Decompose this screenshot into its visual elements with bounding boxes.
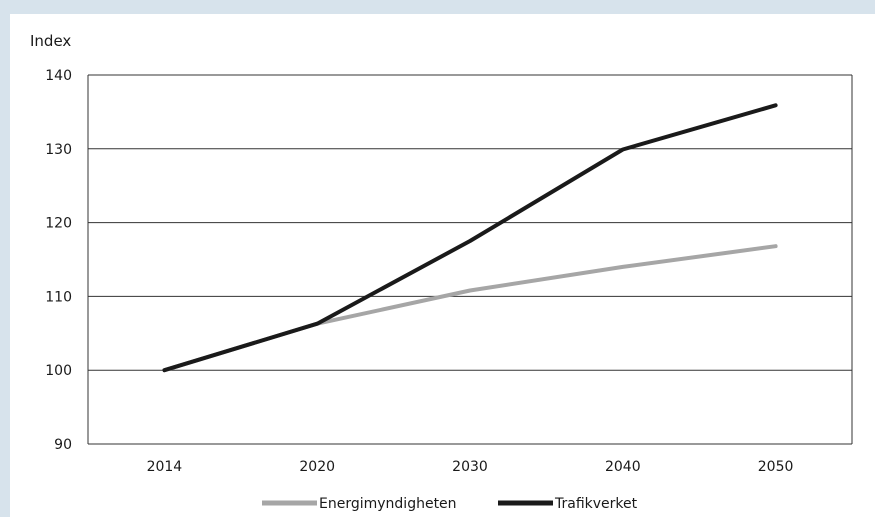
x-tick-label: 2050 — [758, 459, 794, 475]
legend-label: Energimyndigheten — [319, 496, 457, 512]
axes: 90 100 110 120 130 140 2014 2020 2030 2040 2050 — [45, 68, 853, 475]
x-tick-label: 2014 — [147, 459, 183, 475]
legend: Energimyndigheten Trafikverket — [262, 496, 638, 512]
y-tick-label: 110 — [45, 289, 72, 305]
legend-label: Trafikverket — [554, 496, 638, 512]
series-lines — [162, 103, 778, 373]
y-axis-label: Index — [30, 32, 71, 50]
x-tick-label: 2040 — [605, 459, 641, 475]
y-tick-label: 100 — [45, 363, 72, 379]
y-tick-label: 90 — [54, 437, 72, 453]
x-tick-label: 2030 — [452, 459, 488, 475]
chart-panel — [10, 14, 875, 517]
series-line-trafikverket — [162, 103, 778, 373]
series-line-energimyndigheten — [162, 244, 778, 373]
x-tick-label: 2020 — [299, 459, 335, 475]
y-tick-label: 130 — [45, 142, 72, 158]
y-tick-label: 140 — [45, 68, 72, 84]
grid-lines — [88, 74, 852, 445]
y-tick-label: 120 — [45, 216, 72, 232]
